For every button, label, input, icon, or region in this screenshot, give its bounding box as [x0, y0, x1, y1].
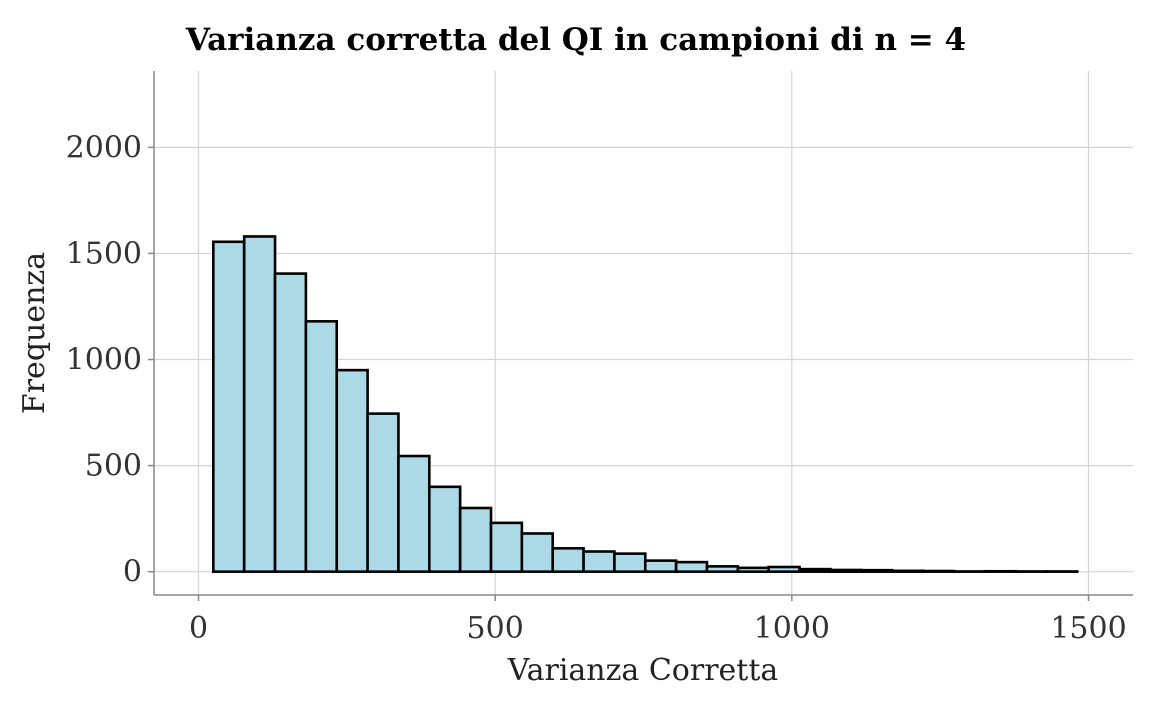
chart-title: Varianza corretta del QI in campioni di … [185, 22, 966, 58]
histogram-bar [890, 569, 925, 573]
histogram-bar [798, 567, 832, 573]
histogram-bar [613, 552, 647, 573]
y-tick-label: 1000 [66, 343, 142, 378]
bars [212, 235, 1079, 573]
histogram-bar [829, 568, 863, 573]
histogram-bar [767, 565, 801, 573]
histogram-bar [335, 368, 369, 573]
histogram-bar [520, 532, 555, 573]
y-tick-label: 0 [123, 555, 142, 590]
histogram-bar [458, 506, 493, 573]
x-tick-label: 0 [189, 611, 208, 646]
histogram-bar [304, 320, 339, 573]
histogram-bar [397, 454, 431, 573]
y-tick-label: 2000 [66, 130, 142, 165]
histogram-bar [366, 412, 400, 573]
histogram-bar [551, 547, 585, 573]
axes [153, 71, 1133, 596]
histogram-bar [428, 485, 462, 573]
y-tick-label: 1500 [66, 236, 142, 271]
histogram-bar [705, 565, 740, 573]
histogram-bar [674, 560, 709, 573]
histogram-bar [643, 559, 678, 573]
histogram-bar [212, 240, 246, 573]
x-tick-label: 1000 [754, 611, 830, 646]
x-tick-label: 500 [467, 611, 524, 646]
histogram-bar [489, 521, 524, 573]
histogram-bar [736, 566, 770, 573]
histogram-bar [859, 568, 894, 573]
x-axis-label: Varianza Corretta [507, 653, 779, 688]
y-tick-label: 500 [85, 449, 142, 484]
y-axis-label: Frequenza [17, 252, 52, 414]
histogram-bar [242, 235, 277, 573]
histogram-bar [273, 272, 308, 573]
histogram-bar [582, 550, 616, 573]
x-tick-label: 1500 [1050, 611, 1126, 646]
tick-labels: 0 500 1000 1500 0 500 1000 1500 2000 [66, 130, 1127, 646]
histogram-bar [921, 569, 956, 573]
